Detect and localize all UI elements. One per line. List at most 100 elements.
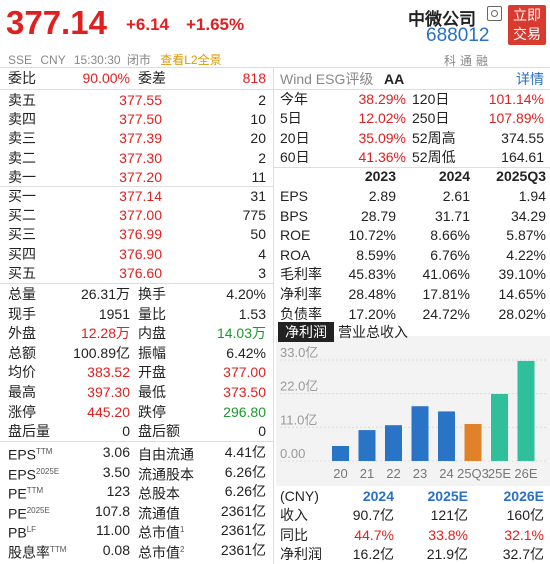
- fin-label: 净利率: [280, 286, 322, 302]
- valuation-label: EPSTTM: [8, 446, 53, 463]
- fin-label: ROA: [280, 246, 311, 263]
- forecast-label: 同比: [280, 526, 308, 543]
- exchange: SSE: [8, 53, 33, 67]
- esg-detail-link[interactable]: 详情: [516, 71, 544, 87]
- bar-25E[interactable]: [491, 393, 508, 461]
- ask-volume: 10: [250, 111, 266, 128]
- ask-volume: 20: [250, 130, 266, 147]
- bar-20[interactable]: [332, 446, 349, 461]
- esg-row: Wind ESG评级 AA 详情: [280, 71, 544, 87]
- currency: CNY: [40, 53, 66, 67]
- ask-level-row: 卖五 377.55 2: [8, 90, 270, 110]
- valuation-value: 11.00: [96, 522, 130, 539]
- bar-22[interactable]: [385, 425, 402, 461]
- l2-panorama-link[interactable]: 查看L2全景: [160, 53, 222, 67]
- stat-label: 均价: [8, 364, 36, 381]
- fin-value: 17.81%: [422, 286, 470, 302]
- bar-24[interactable]: [438, 411, 455, 461]
- valuation-label: 流通值: [138, 505, 180, 522]
- valuation-label: PE2025E: [8, 505, 50, 522]
- ask-level-row: 卖四 377.50 10: [8, 109, 270, 129]
- ask-volume: 2: [258, 92, 266, 108]
- valuation-value: 3.50: [102, 463, 130, 480]
- valuation-value: 3.06: [102, 444, 130, 460]
- bar-23[interactable]: [411, 406, 429, 461]
- stat-value: 445.20: [87, 403, 130, 420]
- valuation-value: 2361亿: [220, 502, 266, 519]
- stat-value: 0: [258, 423, 266, 440]
- perf-value: 38.29%: [358, 91, 406, 107]
- ask-label: 卖五: [8, 92, 36, 108]
- bar-26E[interactable]: [517, 360, 535, 461]
- search-icon[interactable]: [487, 6, 502, 21]
- tag-rong[interactable]: 融: [476, 54, 493, 68]
- perf-value: 107.89%: [488, 110, 544, 127]
- valuation-row: PE2025E 107.8 流通值 2361亿: [8, 501, 270, 522]
- stat-row: 总量 26.31万 换手 4.20%: [8, 284, 270, 304]
- valuation-value: 0.08: [102, 542, 130, 558]
- weibi-row: 委比 90.00% 委差 818: [8, 70, 266, 86]
- stat-value: 6.42%: [226, 344, 266, 361]
- stat-value: 373.50: [223, 384, 266, 400]
- market-status: 闭市: [126, 53, 151, 67]
- stat-label: 涨停: [8, 403, 36, 420]
- forecast-label: 收入: [280, 507, 308, 523]
- stat-row: 盘后量 0 盘后额 0: [8, 421, 270, 441]
- market-meta: SSE CNY 15:30:30 闭市 查看L2全景: [8, 51, 222, 68]
- bid-label: 买一: [8, 188, 36, 204]
- valuation-label: EPS2025E: [8, 466, 60, 483]
- valuation-row: 股息率TTM 0.08 总市值2 2361亿: [8, 540, 270, 561]
- fin-row: EPS 2.89 2.61 1.94: [280, 186, 546, 206]
- stat-label: 外盘: [8, 325, 36, 342]
- perf-label: 今年: [280, 91, 308, 107]
- x-tick-label: 25E: [488, 466, 511, 481]
- tag-tong[interactable]: 通: [460, 54, 477, 68]
- fin-row: 毛利率 45.83% 41.06% 39.10%: [280, 264, 546, 284]
- fin-value: 5.87%: [506, 227, 546, 244]
- quote-time: 15:30:30: [73, 53, 121, 67]
- tag-ke[interactable]: 科: [444, 54, 461, 68]
- stat-row: 总额 100.89亿 振幅 6.42%: [8, 343, 270, 363]
- ask-price: 377.50: [119, 111, 162, 128]
- perf-value: 101.14%: [488, 91, 544, 107]
- valuation-label: 自由流通: [138, 446, 194, 463]
- bid-level-row: 买四 376.90 4: [8, 244, 270, 264]
- bar-25Q3[interactable]: [464, 423, 482, 461]
- stat-label: 跌停: [138, 403, 166, 420]
- perf-value: 164.61: [501, 149, 544, 166]
- perf-value: 41.36%: [358, 149, 406, 166]
- y-tick-label: 22.0亿: [280, 379, 318, 394]
- ask-volume: 11: [251, 168, 266, 185]
- valuation-value: 6.26亿: [224, 483, 266, 500]
- valuation-row: PETTM 123 总股本 6.26亿: [8, 481, 270, 502]
- last-price: 377.14: [6, 4, 107, 41]
- bid-label: 买三: [8, 226, 36, 243]
- fin-value: 4.22%: [506, 246, 546, 263]
- perf-label: 60日: [280, 149, 310, 166]
- forecast-header: (CNY) 2024 2025E 2026E: [280, 488, 544, 504]
- fin-label: BPS: [280, 207, 309, 224]
- fin-value: 10.72%: [348, 227, 396, 244]
- perf-label: 120日: [412, 91, 450, 107]
- valuation-value: 6.26亿: [224, 463, 266, 480]
- quote-header: 377.14 +6.14 +1.65% SSE CNY 15:30:30 闭市 …: [0, 0, 550, 68]
- bid-volume: 3: [258, 264, 266, 281]
- tab-net-profit[interactable]: 净利润: [278, 322, 334, 342]
- valuation-value: 4.41亿: [224, 444, 266, 460]
- stat-value: 100.89亿: [73, 344, 130, 361]
- x-tick-label: 24: [439, 466, 453, 481]
- fin-row: BPS 28.79 31.71 34.29: [280, 206, 546, 226]
- tab-total-revenue[interactable]: 营业总收入: [338, 324, 408, 340]
- bar-21[interactable]: [358, 430, 376, 461]
- fin-value: 28.02%: [498, 305, 546, 322]
- forecast-value: 32.7亿: [502, 546, 544, 563]
- profit-bar-chart: 33.0亿 22.0亿 11.0亿 0.00 20 21 22 23 24 25Q3 25E 26E: [280, 345, 548, 481]
- valuation-row: PBLF 11.00 总市值1 2361亿: [8, 520, 270, 541]
- ask-level-row: 卖二 377.30 2: [8, 148, 270, 168]
- ask-label: 卖一: [8, 168, 36, 185]
- trade-button[interactable]: 立即 交易: [508, 5, 546, 45]
- forecast-value: 16.2亿: [352, 546, 394, 563]
- fin-value: 41.06%: [422, 266, 470, 283]
- forecast-value: 160亿: [506, 507, 544, 523]
- stat-label: 现手: [8, 305, 36, 322]
